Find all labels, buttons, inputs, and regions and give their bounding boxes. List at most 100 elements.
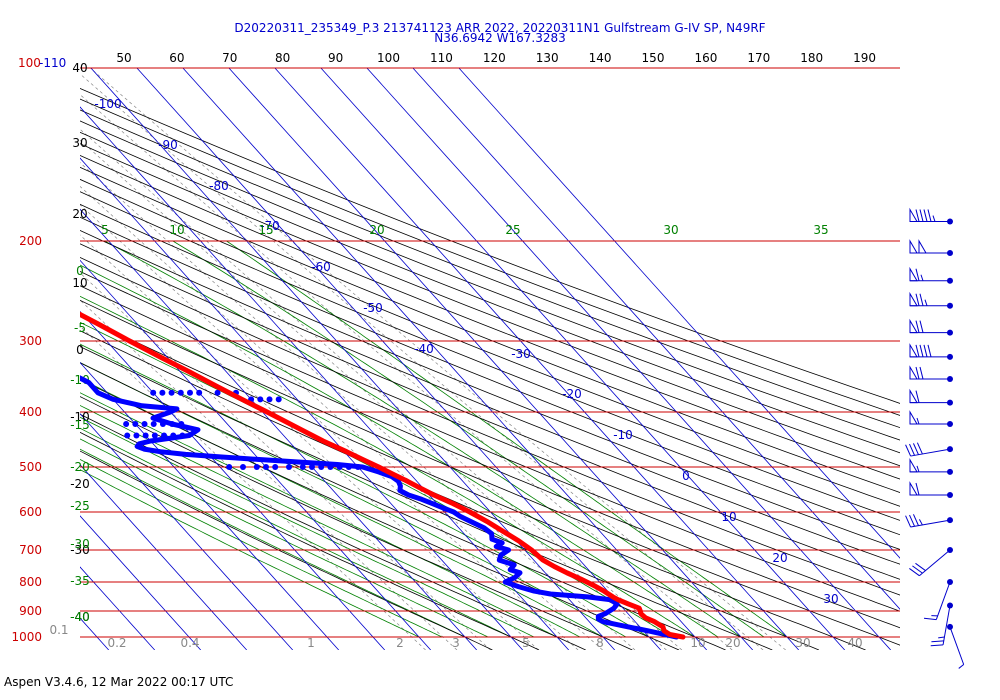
wind-barb-staff [919, 549, 951, 577]
dewpoint-point [345, 464, 352, 470]
wind-barb-full [931, 640, 944, 643]
wind-barb-full [909, 568, 920, 577]
moist-adiabat [80, 469, 420, 638]
wind-barb [909, 458, 953, 475]
isotherm [182, 68, 707, 650]
moist-adiabat [80, 295, 696, 638]
dewpoint-point [309, 464, 315, 470]
pressure-label: 700 [19, 543, 42, 557]
wind-barb-full [912, 565, 923, 574]
top-axis-label: 180 [800, 51, 823, 65]
dry-adiabat [80, 378, 680, 650]
dry-adiabat [80, 98, 900, 416]
dewpoint-point [141, 421, 148, 428]
wind-barb-half [920, 274, 924, 281]
isotherm [458, 68, 900, 559]
isotherm [80, 413, 293, 650]
isotherm-label: -80 [209, 179, 229, 193]
isotherm [80, 157, 523, 650]
wind-barb [930, 602, 953, 647]
moist-adiabat-left-label: 0 [76, 264, 84, 278]
temperature-profile [80, 311, 686, 640]
dry-adiabats [80, 88, 900, 650]
isotherm [80, 208, 477, 650]
dewpoint-point [124, 432, 131, 439]
wind-barb-full [919, 366, 924, 380]
wind-barb-flag [909, 410, 918, 425]
wind-barb-half [916, 465, 920, 473]
wind-barb-full [927, 209, 932, 222]
dewpoint-point [142, 432, 149, 439]
wind-barb-flag [909, 318, 918, 334]
dry-adiabat [80, 314, 866, 650]
dry-adiabat [80, 299, 900, 646]
wind-barb-full [915, 562, 926, 571]
wind-barb-flag [909, 266, 918, 282]
moist-adiabat-left-label: -5 [74, 321, 86, 335]
left-temperature-label: 10 [72, 276, 87, 290]
top-axis-label: 170 [747, 51, 770, 65]
moist-adiabat-label: 35 [813, 223, 828, 237]
wind-barb-staff [942, 605, 951, 645]
mixing-ratio-label: 1 [307, 636, 315, 650]
wind-barb [905, 442, 953, 457]
wind-barb-full [923, 209, 928, 222]
dewpoint-point [286, 464, 292, 470]
wind-barb-full [909, 514, 916, 527]
top-axis-label: 100 [377, 51, 400, 65]
wind-barb-full [915, 293, 920, 306]
dewpoint-point [266, 396, 273, 403]
isotherm-label: -100 [94, 97, 121, 111]
wind-barb-full [915, 390, 920, 403]
wind-barb [909, 266, 953, 284]
left-temperature-label: -30 [70, 543, 90, 557]
top-axis-label: 190 [853, 51, 876, 65]
mixing-ratio-line [80, 185, 603, 650]
dry-adiabat [80, 229, 900, 565]
moist-adiabat-left-label: -40 [70, 610, 90, 624]
dewpoint-point [263, 464, 269, 470]
dewpoint-point [336, 464, 343, 470]
moist-adiabat-label: 5 [101, 223, 109, 237]
dry-adiabat [80, 166, 900, 493]
wind-barb [909, 318, 953, 336]
wind-barb-full [915, 268, 920, 281]
pressure-label: 300 [19, 334, 42, 348]
dewpoint-point [327, 464, 334, 470]
wind-barb [909, 291, 953, 309]
moist-adiabat-left-label: -35 [70, 574, 90, 588]
wind-barb-flag [909, 481, 918, 496]
pressure-label: 400 [19, 405, 42, 419]
isotherms [80, 68, 900, 650]
isotherm [80, 515, 201, 650]
left-temperature-label: 20 [72, 207, 87, 221]
dewpoint-point [214, 389, 221, 396]
wind-barb-full [915, 366, 920, 380]
moist-adiabat [226, 240, 788, 638]
moist-adiabat [80, 458, 443, 638]
mixing-ratio-line [80, 272, 491, 650]
wind-barb-full [905, 444, 912, 457]
dewpoint-point [123, 421, 130, 428]
top-axis-label: 120 [483, 51, 506, 65]
dewpoint-point [240, 464, 246, 470]
moist-adiabat [80, 448, 466, 638]
dewpoint-point [253, 464, 260, 470]
mixing-ratio-label: 0.4 [180, 636, 199, 650]
wind-barb-staff [910, 519, 951, 528]
moist-adiabat-label: 30 [663, 223, 678, 237]
dry-adiabat [80, 413, 586, 650]
wind-barb [909, 547, 953, 577]
wind-barb-half [924, 299, 928, 306]
isotherm [90, 68, 615, 650]
isotherm-label: 20 [772, 551, 787, 565]
mixing-ratio-label: 10 [690, 636, 705, 650]
isotherm [80, 310, 385, 650]
left-temperature-label: -40 [70, 610, 90, 624]
dry-adiabat [80, 216, 900, 550]
pressure-label: 200 [19, 234, 42, 248]
dry-adiabat [80, 346, 773, 650]
dry-adiabat [80, 131, 900, 454]
mixing-ratio-lines [80, 68, 786, 650]
